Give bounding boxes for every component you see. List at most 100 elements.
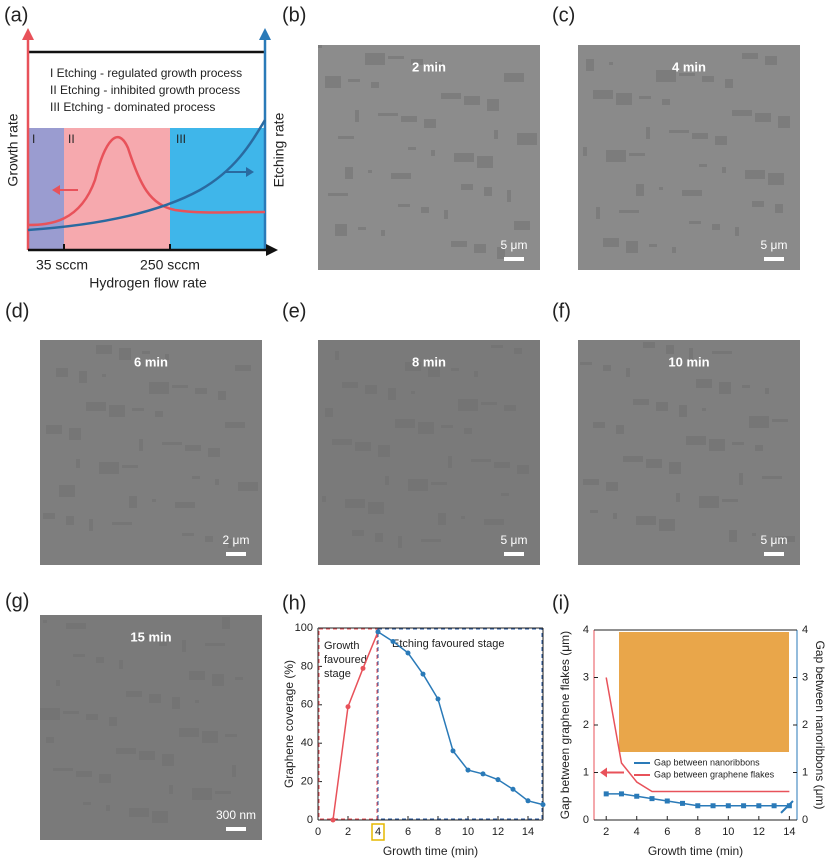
series-line xyxy=(377,631,544,806)
point xyxy=(480,771,486,777)
texture xyxy=(345,167,353,179)
texture xyxy=(318,45,322,48)
y2-tick-label: 2 xyxy=(802,719,808,731)
y-tick-label: 1 xyxy=(583,766,589,778)
legend-label: Gap between graphene flakes xyxy=(654,769,775,779)
arrow xyxy=(22,28,34,40)
panel-label: (i) xyxy=(552,592,570,614)
annotation: Growth favoured stage xyxy=(324,640,367,680)
series-line xyxy=(332,631,379,821)
scale-bar xyxy=(504,257,524,261)
texture xyxy=(722,499,738,502)
panel-label: (g) xyxy=(5,590,29,612)
texture xyxy=(205,536,213,542)
texture xyxy=(722,167,726,173)
point xyxy=(390,638,396,644)
texture xyxy=(659,187,663,190)
texture xyxy=(165,354,169,360)
x-tick-label: 4 xyxy=(634,826,640,838)
scale-label: 5 μm xyxy=(501,238,528,252)
texture xyxy=(461,184,473,190)
x-tick-label: 14 xyxy=(522,826,534,838)
texture xyxy=(152,811,168,823)
texture xyxy=(699,164,707,167)
annotation: Etching favoured stage xyxy=(392,638,505,650)
texture xyxy=(471,459,491,462)
texture xyxy=(102,374,106,377)
texture xyxy=(195,388,207,394)
point xyxy=(618,791,624,797)
texture xyxy=(517,133,537,145)
arrow xyxy=(600,767,607,778)
point xyxy=(634,793,640,799)
y-tick-label: 80 xyxy=(301,660,313,672)
texture xyxy=(659,519,675,531)
texture xyxy=(109,717,117,726)
texture xyxy=(218,391,226,400)
scale-label: 5 μm xyxy=(761,533,788,547)
region-label: I xyxy=(32,132,35,146)
texture xyxy=(119,348,131,360)
point xyxy=(405,650,411,656)
texture xyxy=(388,56,404,59)
point xyxy=(664,798,670,804)
texture xyxy=(142,351,150,354)
texture xyxy=(325,76,341,88)
texture xyxy=(643,342,655,348)
texture xyxy=(441,93,461,99)
texture xyxy=(63,711,79,714)
texture xyxy=(431,482,447,485)
stage-box xyxy=(318,628,378,820)
point xyxy=(420,671,426,677)
scale-label: 300 nm xyxy=(216,808,256,822)
texture xyxy=(719,382,731,394)
texture xyxy=(99,462,119,474)
texture xyxy=(745,170,765,179)
texture xyxy=(583,147,587,156)
texture xyxy=(195,700,199,703)
etching-curve xyxy=(27,119,267,232)
x-axis-label: Hydrogen flow rate xyxy=(89,275,207,291)
texture xyxy=(418,422,434,434)
texture xyxy=(391,173,411,179)
texture xyxy=(76,771,92,777)
point xyxy=(375,629,381,635)
texture xyxy=(208,448,220,457)
texture xyxy=(487,99,499,111)
texture xyxy=(378,445,390,457)
texture xyxy=(348,79,360,82)
texture xyxy=(689,348,693,360)
texture xyxy=(633,399,649,405)
texture xyxy=(669,130,689,133)
texture xyxy=(56,680,60,686)
panel-label: (c) xyxy=(552,4,575,26)
texture xyxy=(53,768,73,771)
texture xyxy=(636,516,656,525)
texture xyxy=(672,247,676,253)
region-iii xyxy=(170,128,265,250)
texture xyxy=(752,533,756,536)
texture xyxy=(96,657,104,663)
y-tick-label: 4 xyxy=(583,624,589,636)
texture xyxy=(325,408,333,417)
texture xyxy=(454,153,474,162)
texture xyxy=(712,351,732,354)
panel-label: (a) xyxy=(4,4,28,26)
texture xyxy=(679,405,687,417)
texture xyxy=(517,465,529,474)
texture xyxy=(590,510,598,513)
texture xyxy=(136,634,148,640)
x-tick-label: 12 xyxy=(492,826,504,838)
texture xyxy=(149,694,161,703)
texture xyxy=(441,425,453,428)
texture xyxy=(365,53,385,65)
y2-tick-label: 3 xyxy=(802,671,808,683)
texture xyxy=(702,76,714,82)
texture xyxy=(76,459,80,468)
texture xyxy=(365,385,377,394)
texture xyxy=(626,368,630,377)
texture xyxy=(636,184,644,196)
texture xyxy=(182,640,186,652)
texture xyxy=(139,439,143,451)
point xyxy=(465,767,471,773)
